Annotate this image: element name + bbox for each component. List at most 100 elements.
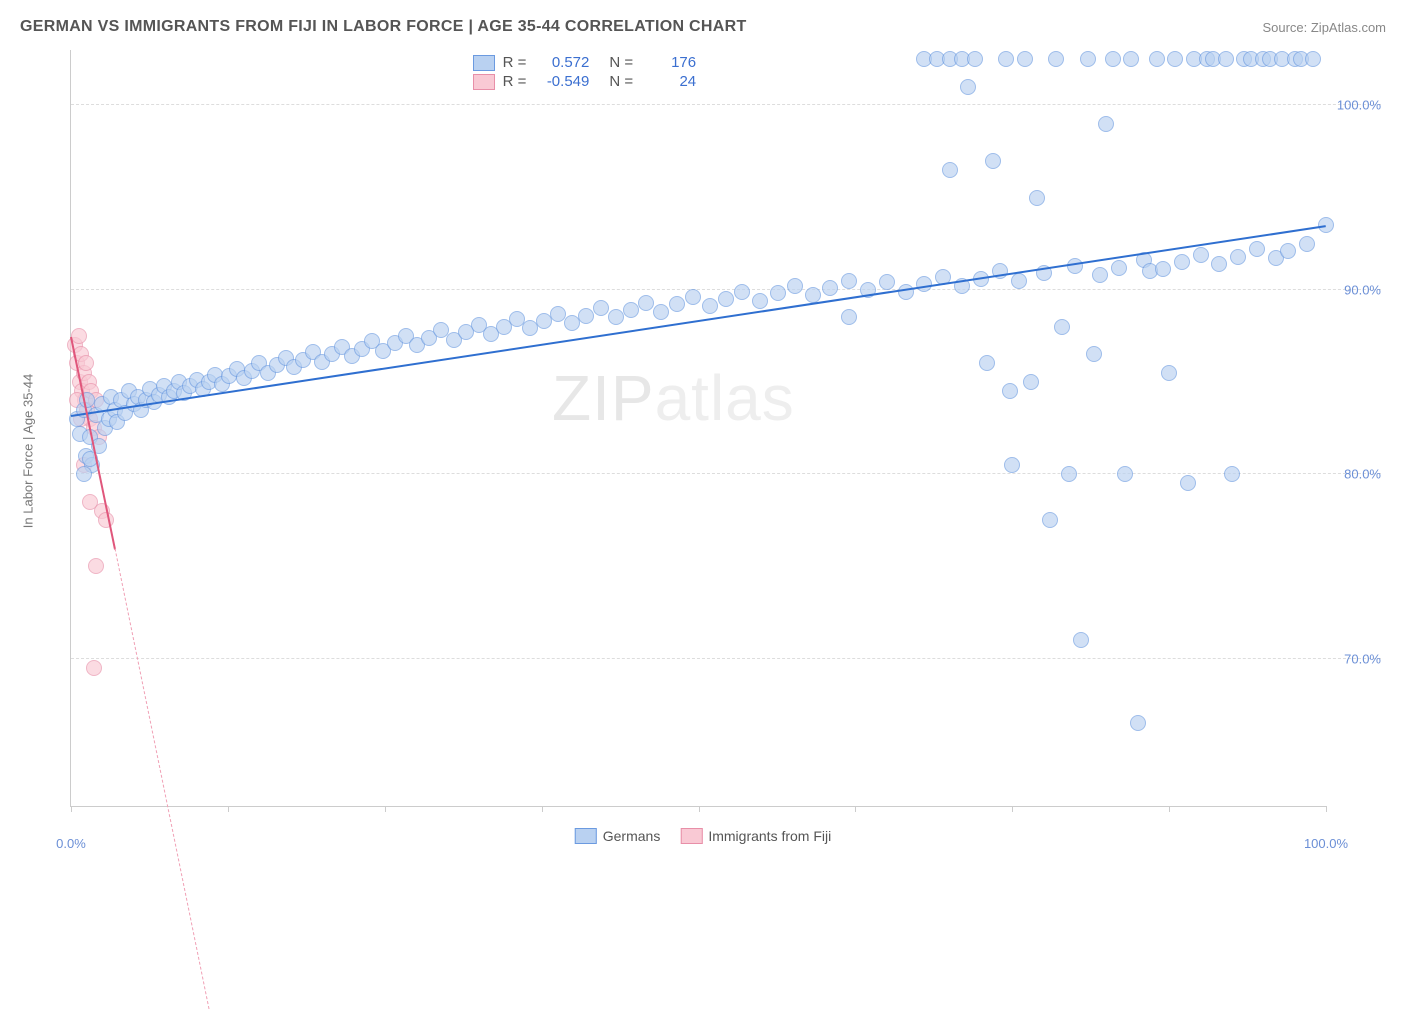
x-tick: [1326, 806, 1327, 812]
r-label: R =: [503, 54, 527, 71]
data-point: [78, 355, 94, 371]
data-point: [578, 308, 594, 324]
r-label: R =: [503, 73, 527, 90]
data-point: [841, 309, 857, 325]
data-point: [1117, 466, 1133, 482]
data-point: [1123, 51, 1139, 67]
data-point: [770, 285, 786, 301]
data-point: [1061, 466, 1077, 482]
data-point: [1149, 51, 1165, 67]
n-label: N =: [609, 54, 633, 71]
data-point: [1004, 457, 1020, 473]
x-tick: [1012, 806, 1013, 812]
gridline: [71, 104, 1381, 105]
watermark-zip: ZIP: [552, 362, 655, 434]
data-point: [718, 291, 734, 307]
data-point: [1042, 512, 1058, 528]
bottom-legend: Germans Immigrants from Fiji: [575, 828, 831, 844]
data-point: [88, 558, 104, 574]
data-point: [685, 289, 701, 305]
chart-container: GERMAN VS IMMIGRANTS FROM FIJI IN LABOR …: [0, 0, 1406, 892]
data-point: [979, 355, 995, 371]
n-label: N =: [609, 73, 633, 90]
stats-row: R = 0.572 N = 176: [473, 54, 697, 71]
data-point: [1218, 51, 1234, 67]
watermark: ZIPatlas: [552, 361, 795, 435]
gridline: [71, 473, 1381, 474]
data-point: [1098, 116, 1114, 132]
data-point: [76, 466, 92, 482]
watermark-atlas: atlas: [655, 362, 795, 434]
data-point: [942, 162, 958, 178]
x-tick-label: 100.0%: [1304, 836, 1348, 851]
y-tick-label: 100.0%: [1337, 98, 1381, 113]
trend-line: [71, 225, 1326, 417]
r-value: 0.572: [534, 54, 589, 71]
x-tick: [1169, 806, 1170, 812]
data-point: [1080, 51, 1096, 67]
data-point: [1111, 260, 1127, 276]
source-label: Source: ZipAtlas.com: [1262, 20, 1386, 35]
data-point: [879, 274, 895, 290]
legend-swatch: [473, 55, 495, 71]
data-point: [1054, 319, 1070, 335]
data-point: [623, 302, 639, 318]
data-point: [1029, 190, 1045, 206]
trend-line: [70, 337, 116, 549]
r-value: -0.549: [534, 73, 589, 90]
data-point: [841, 273, 857, 289]
plot-region: ZIPatlas R =0.572N =176R =-0.549N =24 70…: [70, 50, 1326, 807]
data-point: [669, 296, 685, 312]
data-point: [1174, 254, 1190, 270]
x-tick: [542, 806, 543, 812]
data-point: [86, 660, 102, 676]
gridline: [71, 658, 1381, 659]
data-point: [960, 79, 976, 95]
data-point: [752, 293, 768, 309]
data-point: [1105, 51, 1121, 67]
data-point: [1017, 51, 1033, 67]
data-point: [1193, 247, 1209, 263]
legend-swatch: [473, 74, 495, 90]
data-point: [1161, 365, 1177, 381]
legend-swatch: [680, 828, 702, 844]
x-tick: [699, 806, 700, 812]
x-tick: [228, 806, 229, 812]
legend-label: Immigrants from Fiji: [708, 828, 831, 844]
data-point: [734, 284, 750, 300]
x-tick: [385, 806, 386, 812]
data-point: [1180, 475, 1196, 491]
data-point: [1230, 249, 1246, 265]
stats-legend: R =0.572N =176R =-0.549N =24: [473, 54, 697, 92]
data-point: [1305, 51, 1321, 67]
legend-label: Germans: [603, 828, 661, 844]
chart-title: GERMAN VS IMMIGRANTS FROM FIJI IN LABOR …: [20, 18, 747, 36]
data-point: [702, 298, 718, 314]
data-point: [1048, 51, 1064, 67]
data-point: [1280, 243, 1296, 259]
data-point: [593, 300, 609, 316]
x-tick: [71, 806, 72, 812]
x-tick-label: 0.0%: [56, 836, 86, 851]
data-point: [1073, 632, 1089, 648]
header: GERMAN VS IMMIGRANTS FROM FIJI IN LABOR …: [0, 0, 1406, 46]
data-point: [638, 295, 654, 311]
trend-line: [114, 548, 209, 1009]
chart-area: In Labor Force | Age 35-44 ZIPatlas R =0…: [20, 50, 1386, 852]
data-point: [1155, 261, 1171, 277]
stats-row: R =-0.549N =24: [473, 73, 697, 90]
legend-item: Germans: [575, 828, 661, 844]
data-point: [653, 304, 669, 320]
data-point: [1023, 374, 1039, 390]
legend-swatch: [575, 828, 597, 844]
gridline: [71, 289, 1381, 290]
data-point: [1167, 51, 1183, 67]
data-point: [1092, 267, 1108, 283]
n-value: 176: [641, 54, 696, 71]
data-point: [1224, 466, 1240, 482]
data-point: [1130, 715, 1146, 731]
data-point: [822, 280, 838, 296]
data-point: [967, 51, 983, 67]
data-point: [787, 278, 803, 294]
legend-item: Immigrants from Fiji: [680, 828, 831, 844]
